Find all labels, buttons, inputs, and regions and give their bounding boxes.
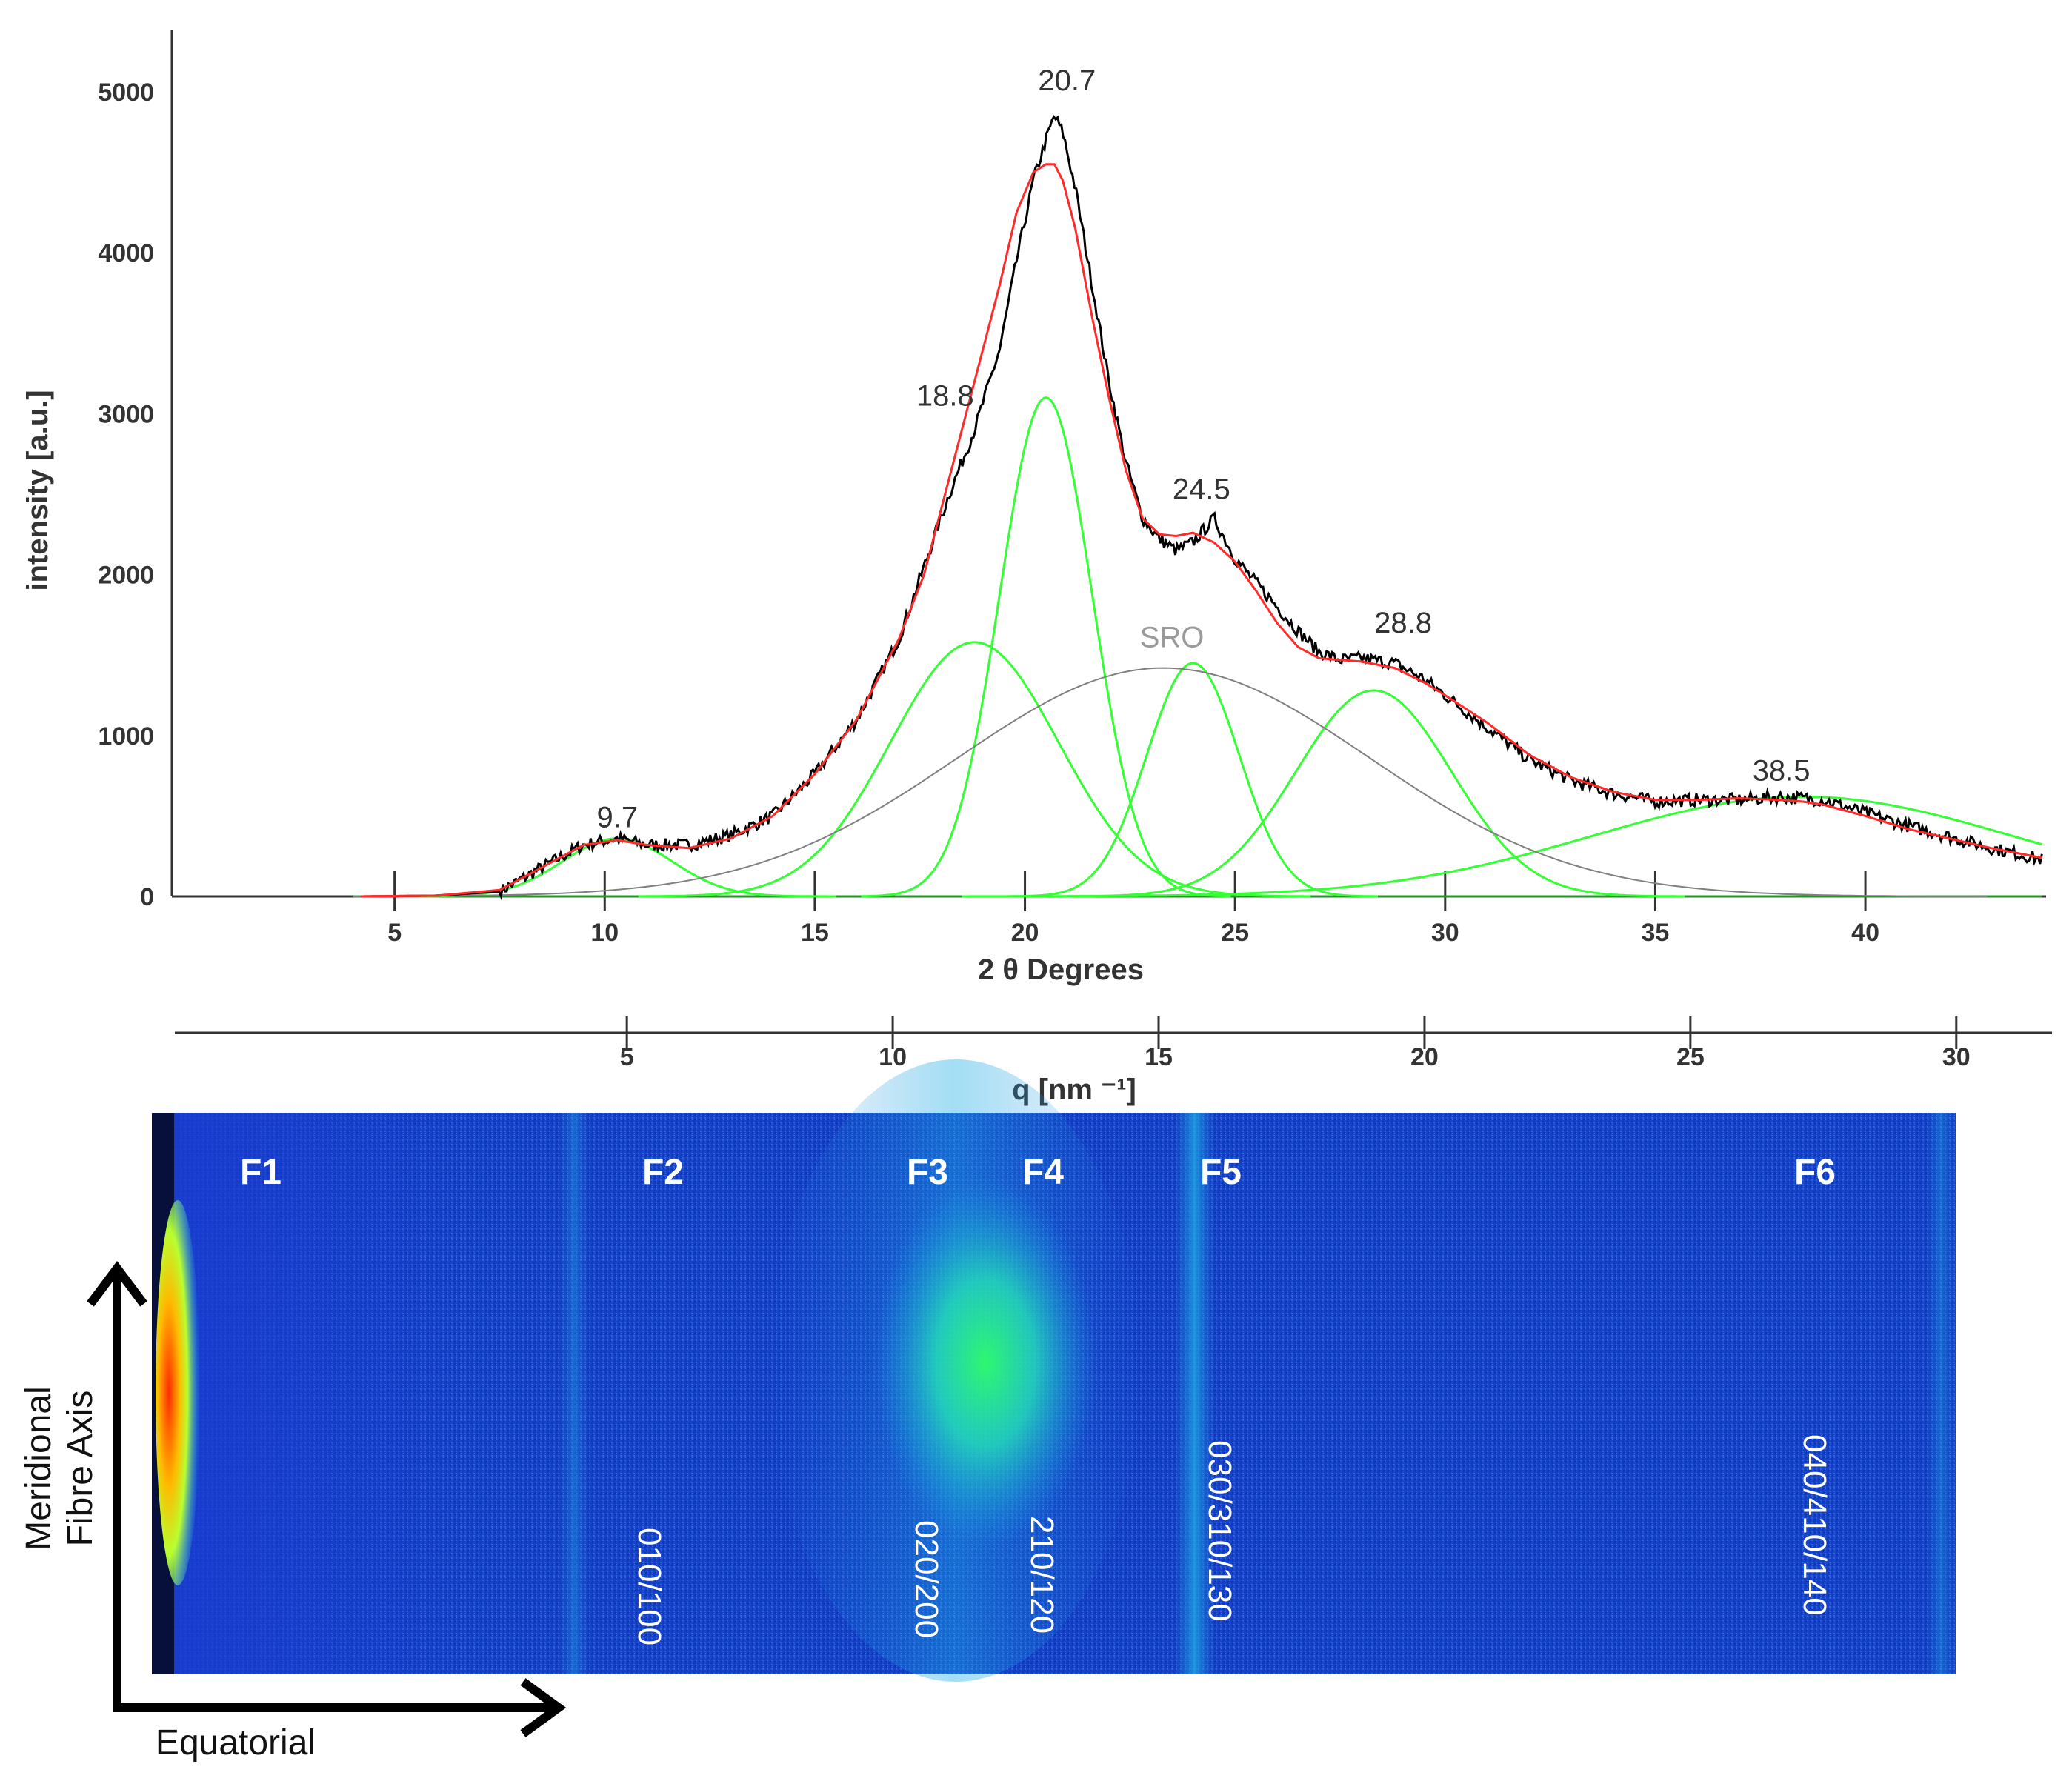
series-component-7 <box>962 795 2042 898</box>
intense-center <box>874 1178 1096 1548</box>
y-axis-ticks: 0 1000 2000 3000 4000 5000 <box>98 79 154 911</box>
q-tick-label: 20 <box>1410 1043 1439 1071</box>
peak-label: 38.5 <box>1753 755 1810 788</box>
series-component-2 <box>399 837 836 898</box>
x-tick-label: 25 <box>1221 919 1249 947</box>
diffuse-band-F2 <box>559 1113 589 1674</box>
equatorial-label: Equatorial <box>156 1723 316 1763</box>
hkl-label-f5: 030/310/130 <box>1202 1440 1238 1622</box>
series-layer <box>352 115 2043 901</box>
peak-label: 9.7 <box>596 802 638 834</box>
sro-label: SRO <box>1140 621 1205 653</box>
series-fit <box>361 163 2042 898</box>
q-axis-ticks: 5 10 15 20 25 30 <box>620 1016 1971 1071</box>
meridional-label: Meridional <box>19 1386 59 1550</box>
diffuse-band-F5 <box>1174 1113 1215 1674</box>
band-label-f2: F2 <box>642 1153 684 1192</box>
q-tick-label: 15 <box>1145 1043 1173 1071</box>
q-axis: 5 10 15 20 25 30 q [nm ⁻¹] <box>175 1016 2052 1106</box>
y-axis-title: intensity [a.u.] <box>21 390 54 590</box>
band-label-f4: F4 <box>1022 1153 1064 1192</box>
fibre-axis-label: Fibre Axis <box>61 1391 100 1547</box>
peak-label: 28.8 <box>1374 607 1432 639</box>
orientation-arrows: Meridional Fibre Axis Equatorial <box>19 1261 567 1763</box>
meridional-arrowhead-icon <box>87 1261 147 1307</box>
hkl-label-f6: 040/410/140 <box>1796 1434 1833 1616</box>
equatorial-arrowhead-icon <box>520 1678 567 1737</box>
series-sro <box>352 667 1988 897</box>
series-component-4 <box>861 396 1231 898</box>
xrd-chart: 0 1000 2000 3000 4000 5000 5 10 15 20 25 30 35 40 9.… <box>21 30 2046 986</box>
x-tick-label: 5 <box>387 919 402 947</box>
detector-left-glow <box>152 1113 463 1674</box>
series-component-3 <box>638 641 1311 898</box>
detector-image: F1 F2 F3 F4 F5 F6 010/100 020/200 210/12… <box>152 1059 1956 1682</box>
q-tick-label: 10 <box>879 1043 907 1071</box>
q-tick-label: 5 <box>620 1043 634 1071</box>
hkl-label-f3: 020/200 <box>908 1520 945 1638</box>
q-tick-label: 30 <box>1942 1043 1971 1071</box>
direct-beam <box>156 1200 200 1585</box>
peak-label: 24.5 <box>1173 473 1230 506</box>
hkl-label-f2: 010/100 <box>631 1528 667 1645</box>
y-tick-label: 3000 <box>98 400 154 428</box>
x-tick-label: 10 <box>590 919 619 947</box>
peak-label: 20.7 <box>1038 64 1096 97</box>
series-measured <box>361 115 2043 901</box>
q-tick-label: 25 <box>1676 1043 1705 1071</box>
y-tick-label: 5000 <box>98 79 154 107</box>
series-component-5 <box>1007 662 1378 898</box>
y-tick-label: 2000 <box>98 562 154 590</box>
y-tick-label: 1000 <box>98 722 154 750</box>
peak-label: 18.8 <box>916 380 974 413</box>
diffuse-band-F6 <box>1926 1113 1956 1674</box>
y-tick-label: 4000 <box>98 239 154 267</box>
peak-labels: 9.7 18.8 20.7 24.5 28.8 38.5 SRO <box>596 64 1810 834</box>
y-tick-label: 0 <box>140 883 154 911</box>
x-tick-label: 20 <box>1011 919 1039 947</box>
band-label-f3: F3 <box>907 1153 948 1192</box>
hkl-label-f4: 210/120 <box>1024 1516 1060 1634</box>
x-tick-label: 40 <box>1851 919 1879 947</box>
band-label-f1: F1 <box>240 1153 282 1192</box>
x-tick-label: 35 <box>1642 919 1670 947</box>
series-component-6 <box>1062 689 1685 898</box>
x-tick-label: 15 <box>801 919 829 947</box>
band-label-f6: F6 <box>1794 1153 1836 1192</box>
x-tick-label: 30 <box>1431 919 1459 947</box>
x-axis-title: 2 θ Degrees <box>978 953 1144 986</box>
band-label-f5: F5 <box>1200 1153 1242 1192</box>
